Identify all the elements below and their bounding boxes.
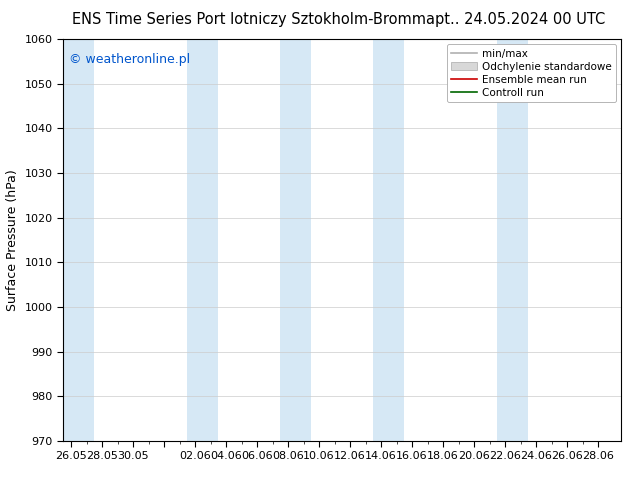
Y-axis label: Surface Pressure (hPa): Surface Pressure (hPa) (6, 169, 19, 311)
Legend: min/max, Odchylenie standardowe, Ensemble mean run, Controll run: min/max, Odchylenie standardowe, Ensembl… (447, 45, 616, 102)
Bar (188, 39, 218, 441)
Text: ENS Time Series Port lotniczy Sztokholm-Bromma: ENS Time Series Port lotniczy Sztokholm-… (72, 12, 435, 27)
Bar (497, 39, 528, 441)
Bar (280, 39, 311, 441)
Text: © weatheronline.pl: © weatheronline.pl (69, 53, 190, 66)
Bar (373, 39, 404, 441)
Bar (63, 39, 94, 441)
Text: pt.. 24.05.2024 00 UTC: pt.. 24.05.2024 00 UTC (435, 12, 605, 27)
